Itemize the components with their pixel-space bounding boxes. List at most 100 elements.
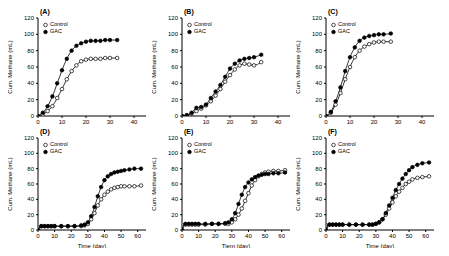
svg-text:40: 40 xyxy=(275,119,282,125)
html-text:GAC: GAC xyxy=(50,28,62,34)
html-text:(A): (A) xyxy=(40,8,50,15)
svg-text:30: 30 xyxy=(107,119,114,125)
svg-text:120: 120 xyxy=(312,15,323,21)
svg-text:120: 120 xyxy=(24,135,35,141)
svg-text:30: 30 xyxy=(373,233,380,239)
svg-text:10: 10 xyxy=(195,233,202,239)
svg-text:80: 80 xyxy=(315,48,322,54)
html-text:(D): (D) xyxy=(40,128,50,135)
svg-text:100: 100 xyxy=(312,31,323,37)
svg-text:20: 20 xyxy=(171,97,178,103)
svg-text:0: 0 xyxy=(180,233,184,239)
html-text:Control: Control xyxy=(50,21,68,27)
svg-text:Cum. Methane (mL): Cum. Methane (mL) xyxy=(8,40,13,93)
svg-text:40: 40 xyxy=(315,196,322,202)
svg-text:20: 20 xyxy=(227,119,234,125)
svg-text:20: 20 xyxy=(171,212,178,218)
svg-text:60: 60 xyxy=(422,233,429,239)
svg-text:Cum. Methane (mL): Cum. Methane (mL) xyxy=(152,157,157,210)
svg-text:20: 20 xyxy=(356,233,363,239)
svg-text:100: 100 xyxy=(312,150,323,156)
svg-text:10: 10 xyxy=(339,233,346,239)
svg-text:40: 40 xyxy=(131,119,138,125)
svg-text:80: 80 xyxy=(171,48,178,54)
html-text:Control: Control xyxy=(50,141,68,147)
svg-text:40: 40 xyxy=(389,233,396,239)
html-text:GAC: GAC xyxy=(194,28,206,34)
svg-text:20: 20 xyxy=(27,212,34,218)
svg-text:20: 20 xyxy=(27,97,34,103)
svg-text:120: 120 xyxy=(312,135,323,141)
html-text:(C): (C) xyxy=(328,8,338,15)
svg-text:20: 20 xyxy=(371,119,378,125)
svg-text:80: 80 xyxy=(315,166,322,172)
html-text:(B): (B) xyxy=(184,8,194,15)
svg-text:0: 0 xyxy=(31,113,35,119)
svg-text:40: 40 xyxy=(27,80,34,86)
svg-text:Time (day): Time (day) xyxy=(78,243,106,248)
svg-text:60: 60 xyxy=(27,181,34,187)
svg-text:40: 40 xyxy=(171,196,178,202)
svg-text:40: 40 xyxy=(315,80,322,86)
svg-text:30: 30 xyxy=(251,119,258,125)
svg-text:20: 20 xyxy=(315,212,322,218)
svg-text:0: 0 xyxy=(319,227,323,233)
svg-text:80: 80 xyxy=(27,166,34,172)
svg-text:Cum. Methane (mL): Cum. Methane (mL) xyxy=(8,157,13,210)
svg-text:30: 30 xyxy=(395,119,402,125)
svg-text:60: 60 xyxy=(315,181,322,187)
svg-text:0: 0 xyxy=(31,227,35,233)
svg-text:0: 0 xyxy=(319,113,323,119)
svg-text:50: 50 xyxy=(262,233,269,239)
svg-text:30: 30 xyxy=(85,233,92,239)
svg-text:0: 0 xyxy=(180,119,184,125)
svg-text:10: 10 xyxy=(51,233,58,239)
svg-text:40: 40 xyxy=(245,233,252,239)
svg-text:30: 30 xyxy=(229,233,236,239)
svg-text:10: 10 xyxy=(203,119,210,125)
svg-text:Time (day): Time (day) xyxy=(366,243,394,248)
svg-text:0: 0 xyxy=(324,233,328,239)
svg-text:Cum. Methane (mL): Cum. Methane (mL) xyxy=(152,40,157,93)
svg-text:Tiem (day): Tiem (day) xyxy=(222,243,250,248)
svg-text:Cum. Methane (mL): Cum. Methane (mL) xyxy=(296,157,301,210)
svg-text:0: 0 xyxy=(175,227,179,233)
html-text:GAC: GAC xyxy=(338,28,350,34)
svg-text:20: 20 xyxy=(68,233,75,239)
svg-text:50: 50 xyxy=(118,233,125,239)
svg-text:20: 20 xyxy=(315,97,322,103)
svg-text:20: 20 xyxy=(212,233,219,239)
svg-text:100: 100 xyxy=(168,150,179,156)
svg-text:60: 60 xyxy=(134,233,141,239)
svg-text:10: 10 xyxy=(59,119,66,125)
svg-text:Cum. Methane (mL): Cum. Methane (mL) xyxy=(296,40,301,93)
html-text:Control: Control xyxy=(194,21,212,27)
svg-text:20: 20 xyxy=(83,119,90,125)
svg-text:120: 120 xyxy=(24,15,35,21)
svg-text:40: 40 xyxy=(419,119,426,125)
svg-text:60: 60 xyxy=(171,181,178,187)
svg-text:0: 0 xyxy=(175,113,179,119)
svg-text:60: 60 xyxy=(27,64,34,70)
svg-text:80: 80 xyxy=(171,166,178,172)
svg-text:60: 60 xyxy=(315,64,322,70)
svg-text:100: 100 xyxy=(24,150,35,156)
svg-text:80: 80 xyxy=(27,48,34,54)
svg-text:40: 40 xyxy=(27,196,34,202)
svg-text:50: 50 xyxy=(406,233,413,239)
svg-text:100: 100 xyxy=(24,31,35,37)
svg-text:120: 120 xyxy=(168,15,179,21)
svg-text:60: 60 xyxy=(171,64,178,70)
svg-text:0: 0 xyxy=(36,233,40,239)
svg-text:60: 60 xyxy=(278,233,285,239)
svg-text:40: 40 xyxy=(101,233,108,239)
svg-text:0: 0 xyxy=(36,119,40,125)
svg-text:120: 120 xyxy=(168,135,179,141)
html-text:(F): (F) xyxy=(328,128,337,135)
svg-text:0: 0 xyxy=(324,119,328,125)
svg-text:100: 100 xyxy=(168,31,179,37)
html-text:Control: Control xyxy=(338,21,356,27)
svg-text:40: 40 xyxy=(171,80,178,86)
html-text:(E): (E) xyxy=(184,128,194,135)
svg-text:10: 10 xyxy=(347,119,354,125)
